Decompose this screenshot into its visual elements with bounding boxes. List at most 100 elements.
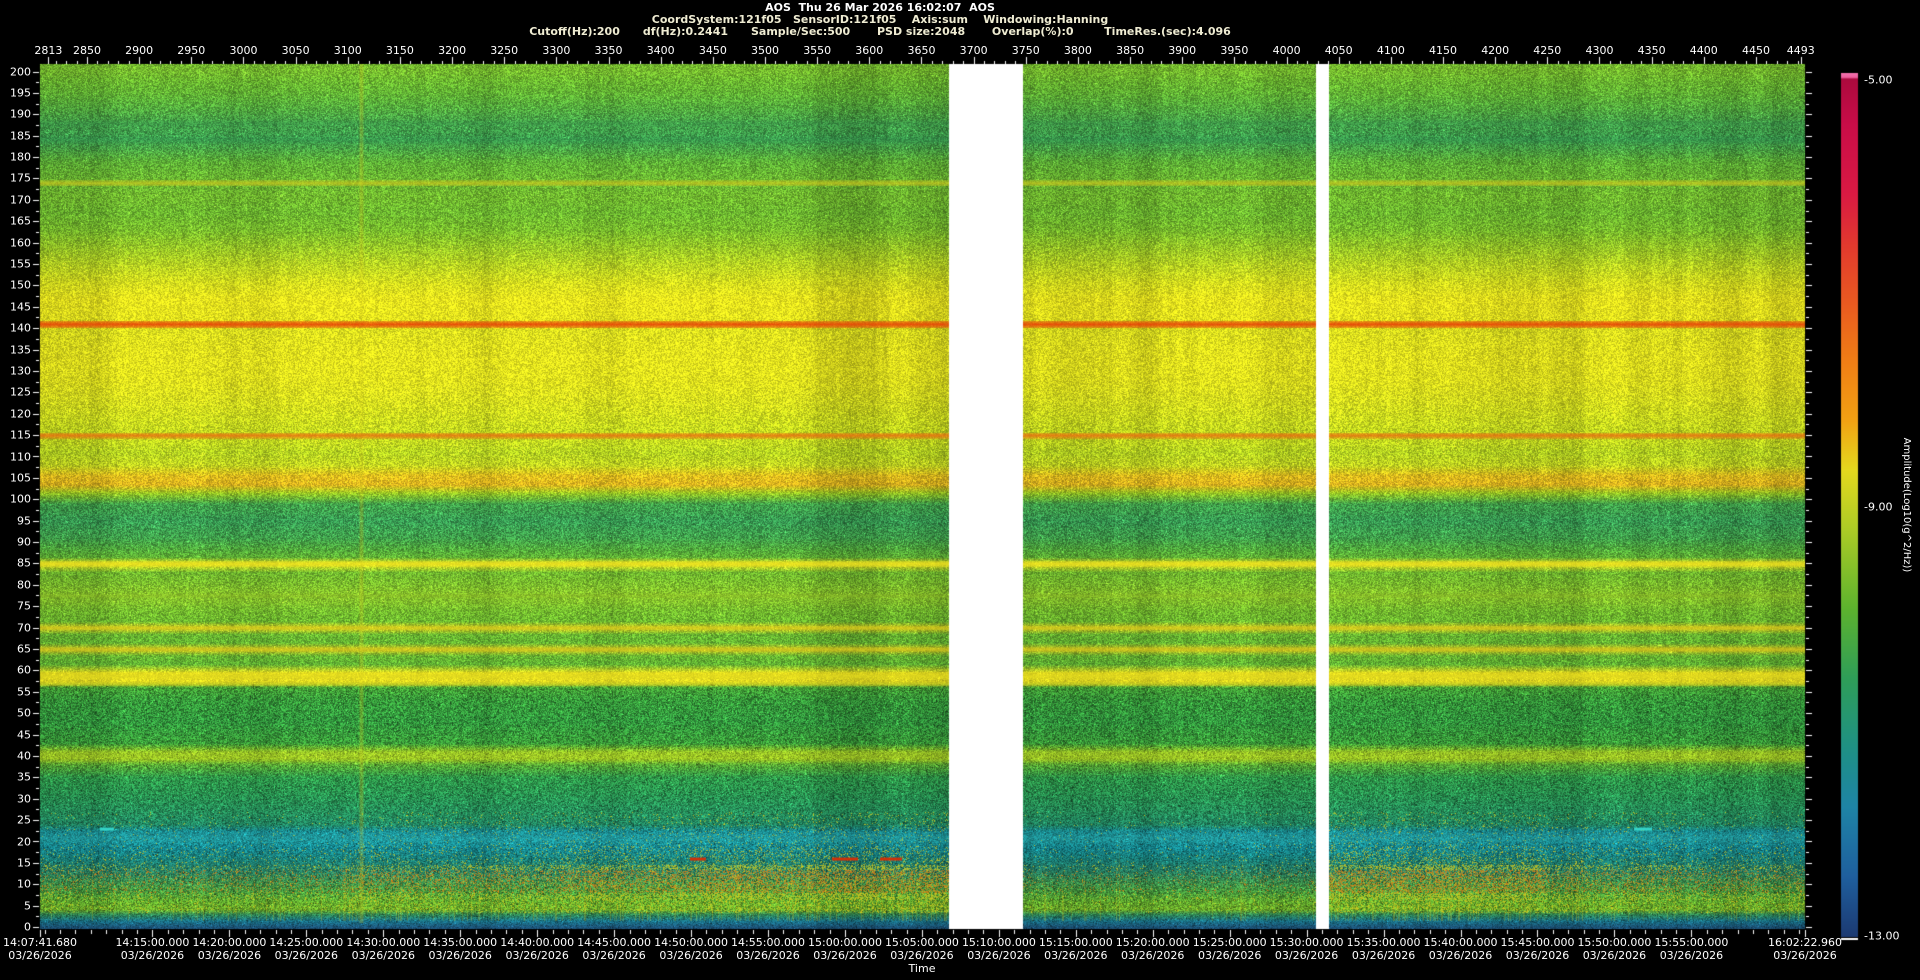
time-axis-tick: 15:20:00.000 03/26/2026 — [1116, 936, 1190, 962]
time-axis-time-label: 15:25:00.000 — [1192, 936, 1267, 949]
time-axis-date-label: 03/26/2026 — [1505, 949, 1570, 962]
freq-axis-tick-label: 195 — [10, 86, 31, 100]
freq-axis-tick-label: 190 — [10, 107, 31, 121]
time-axis-time-label: 15:05:00.000 — [884, 936, 959, 949]
time-axis-time-label: 14:45:00.000 — [577, 936, 652, 949]
top-axis-tick-label: 4000 — [1272, 44, 1301, 57]
time-axis-tick: 15:30:00.000 03/26/2026 — [1270, 936, 1344, 962]
time-axis-time-label: 15:00:00.000 — [808, 936, 882, 949]
time-axis-tick: 15:35:00.000 03/26/2026 — [1347, 936, 1421, 962]
freq-axis-tick-label: 5 — [24, 899, 31, 913]
top-axis-tick-label: 3100 — [333, 44, 362, 57]
top-axis-tick-label: 2950 — [177, 44, 206, 57]
time-axis-date-label: 03/26/2026 — [8, 949, 72, 962]
time-axis-date-label: 03/26/2026 — [120, 949, 185, 962]
time-axis-date-label: 03/26/2026 — [1120, 949, 1185, 962]
time-axis-date-label: 03/26/2026 — [1582, 949, 1647, 962]
time-axis-tick: 15:50:00.000 03/26/2026 — [1577, 936, 1651, 962]
time-axis-tick: 15:10:00.000 03/26/2026 — [962, 936, 1036, 962]
freq-axis-tick-label: 135 — [10, 343, 31, 356]
freq-axis-tick-label: 120 — [10, 407, 31, 421]
time-axis-date-label: 03/26/2026 — [1274, 949, 1339, 962]
time-axis-date-label: 03/26/2026 — [274, 949, 338, 962]
freq-axis-tick-label: 15 — [17, 856, 31, 870]
freq-axis-tick-label: 200 — [10, 65, 31, 78]
freq-axis-tick-label: 55 — [17, 685, 31, 699]
freq-axis-tick-label: 45 — [17, 728, 31, 741]
freq-axis-tick-label: 40 — [17, 749, 31, 763]
time-axis-time-label: 15:30:00.000 — [1269, 936, 1344, 949]
time-axis-date-label: 03/26/2026 — [428, 949, 492, 962]
top-axis-tick-label: 3450 — [698, 44, 727, 57]
top-axis-tick-label: 3400 — [646, 44, 675, 57]
top-axis-tick-label: 4350 — [1637, 44, 1666, 57]
time-axis-tick: 14:07:41.680 03/26/2026 — [3, 936, 77, 962]
time-axis-date-label: 03/26/2026 — [813, 949, 877, 962]
top-axis-tick-label: 3250 — [490, 44, 519, 57]
time-axis-date-label: 03/26/2026 — [505, 949, 569, 962]
time-axis-time-label: 14:15:00.000 — [115, 936, 190, 949]
time-axis-date-label: 03/26/2026 — [890, 949, 954, 962]
top-axis-tick-label: 3050 — [281, 44, 310, 57]
top-axis-tick-label: 3200 — [438, 44, 467, 57]
time-axis-date-label: 03/26/2026 — [736, 949, 800, 962]
time-axis-time-label: 14:25:00.000 — [269, 936, 344, 949]
time-axis-time-label: 14:20:00.000 — [192, 936, 267, 949]
time-axis-date-label: 03/26/2026 — [967, 949, 1031, 962]
freq-axis-tick-label: 30 — [17, 792, 31, 806]
time-axis-date-label: 03/26/2026 — [582, 949, 646, 962]
top-axis-tick-label: 3600 — [855, 44, 884, 57]
top-axis-tick-label: 4150 — [1429, 44, 1457, 57]
top-axis-tick-label: 2813 — [34, 44, 63, 57]
freq-axis-tick-label: 85 — [17, 556, 31, 570]
time-axis-tick: 15:00:00.000 03/26/2026 — [808, 936, 882, 962]
time-axis-time-label: 15:50:00.000 — [1577, 936, 1652, 949]
freq-axis-tick-label: 25 — [17, 813, 31, 827]
freq-axis-tick-label: 150 — [10, 278, 31, 292]
time-axis-time-label: 14:07:41.680 — [3, 936, 77, 949]
freq-axis-tick-label: 90 — [17, 535, 31, 549]
time-axis-date-label: 03/26/2026 — [1044, 949, 1108, 962]
time-axis-time-label: 14:30:00.000 — [346, 936, 421, 949]
top-axis-tick-label: 4050 — [1324, 44, 1353, 57]
time-axis-tick: 15:40:00.000 03/26/2026 — [1424, 936, 1498, 962]
time-axis-time-label: 15:55:00.000 — [1654, 936, 1729, 949]
freq-axis-tick-label: 80 — [17, 578, 31, 592]
freq-axis-tick-label: 10 — [17, 877, 31, 891]
top-axis-tick-label: 4493 — [1786, 44, 1815, 57]
top-axis-tick-label: 4250 — [1533, 44, 1562, 57]
time-axis-time-label: 14:40:00.000 — [500, 936, 575, 949]
freq-axis-tick-label: 140 — [10, 321, 31, 335]
freq-axis-tick-label: 160 — [10, 236, 31, 250]
top-axis-tick-label: 3700 — [959, 44, 988, 57]
time-axis-tick: 14:25:00.000 03/26/2026 — [269, 936, 343, 962]
time-axis-tick: 15:25:00.000 03/26/2026 — [1193, 936, 1267, 962]
time-axis-date-label: 03/26/2026 — [351, 949, 415, 962]
freq-axis-tick-label: 60 — [17, 663, 31, 677]
top-axis-tick-label: 2850 — [73, 44, 101, 57]
top-axis-tick-label: 4300 — [1585, 44, 1614, 57]
time-axis-tick: 15:15:00.000 03/26/2026 — [1039, 936, 1113, 962]
time-axis-tick: 16:02:22.960 03/26/2026 — [1768, 936, 1842, 962]
time-axis-time-label: 15:15:00.000 — [1038, 936, 1113, 949]
top-axis-tick-label: 3850 — [1116, 44, 1145, 57]
time-axis-tick: 14:35:00.000 03/26/2026 — [423, 936, 497, 962]
time-axis-time-label: 14:55:00.000 — [731, 936, 805, 949]
time-axis-tick: 15:45:00.000 03/26/2026 — [1501, 936, 1575, 962]
time-axis-time-label: 15:45:00.000 — [1500, 936, 1575, 949]
freq-axis-tick-label: 155 — [10, 257, 31, 271]
freq-axis-tick-label: 70 — [17, 621, 31, 635]
freq-axis-tick-label: 50 — [17, 706, 31, 720]
time-axis-date-label: 03/26/2026 — [1773, 949, 1837, 962]
colorbar-tick-label: -9.00 — [1864, 500, 1893, 514]
time-axis-date-label: 03/26/2026 — [1428, 949, 1493, 962]
top-axis-tick-label: 3650 — [907, 44, 936, 57]
time-axis-tick: 14:15:00.000 03/26/2026 — [115, 936, 189, 962]
top-axis-tick-label: 4200 — [1481, 44, 1510, 57]
time-axis-time-label: 15:20:00.000 — [1115, 936, 1190, 949]
freq-axis-tick-label: 100 — [10, 492, 31, 506]
freq-axis-tick-label: 180 — [10, 150, 31, 164]
top-axis-tick-label: 3800 — [1063, 44, 1092, 57]
time-axis-tick: 14:50:00.000 03/26/2026 — [654, 936, 728, 962]
